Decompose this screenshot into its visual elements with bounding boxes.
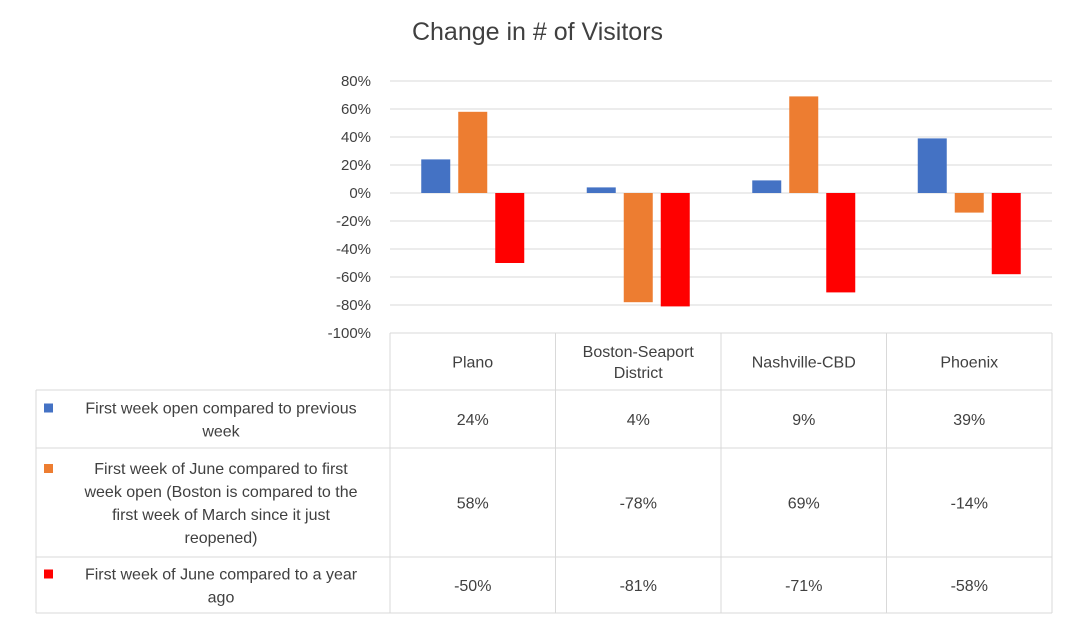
bar-1-phoenix [917, 138, 947, 193]
bar-1-nashville-cbd [752, 180, 782, 193]
legend-key-swatch [44, 569, 53, 579]
data-label: 9% [792, 412, 815, 429]
y-tick-label: -60% [336, 269, 371, 286]
bar-1-boston-seaport-district [586, 187, 616, 193]
legend-label: ago [208, 590, 235, 607]
bar-3-plano [495, 193, 525, 263]
legend-key-swatch [44, 403, 53, 413]
category-label: Boston-Seaport [583, 344, 695, 361]
chart-title: Change in # of Visitors [411, 18, 664, 46]
category-label: Plano [452, 355, 493, 372]
data-label: -50% [454, 578, 491, 595]
y-tick-label: 20% [341, 157, 371, 174]
data-label: 4% [627, 412, 650, 429]
category-label: District [614, 365, 663, 382]
data-label: -58% [951, 578, 988, 595]
data-label: -78% [620, 496, 657, 513]
category-label: Nashville-CBD [752, 355, 856, 372]
bar-3-boston-seaport-district [660, 193, 690, 307]
data-label: 69% [788, 496, 820, 513]
legend-label: reopened) [185, 530, 258, 547]
legend-label: first week of March since it just [112, 507, 330, 524]
legend-label: week open (Boston is compared to the [83, 484, 357, 501]
bar-2-nashville-cbd [789, 96, 819, 193]
legend-label: First week of June compared to first [94, 461, 348, 478]
data-label: -14% [951, 496, 988, 513]
data-label: -81% [620, 578, 657, 595]
y-tick-label: -20% [336, 213, 371, 230]
bar-2-plano [458, 111, 488, 193]
legend-key-swatch [44, 464, 53, 473]
data-label: 24% [457, 412, 489, 429]
y-tick-label: -80% [336, 297, 371, 314]
legend-label: week [201, 424, 240, 441]
data-label: 39% [953, 412, 985, 429]
y-tick-label: -40% [336, 241, 371, 258]
data-label: 58% [457, 496, 489, 513]
y-tick-label: 60% [341, 101, 371, 118]
data-label: -71% [785, 578, 822, 595]
category-label: Phoenix [940, 355, 998, 372]
y-tick-label: 80% [341, 73, 371, 90]
bar-2-boston-seaport-district [623, 193, 653, 303]
bar-3-nashville-cbd [826, 193, 856, 293]
legend-label: First week of June compared to a year [85, 567, 358, 584]
bar-3-phoenix [991, 193, 1021, 275]
y-tick-label: 0% [349, 185, 371, 202]
bar-2-phoenix [954, 193, 984, 213]
y-tick-label: -100% [328, 325, 371, 342]
y-tick-label: 40% [341, 129, 371, 146]
bar-1-plano [421, 159, 451, 193]
legend-label: First week open compared to previous [85, 401, 356, 418]
